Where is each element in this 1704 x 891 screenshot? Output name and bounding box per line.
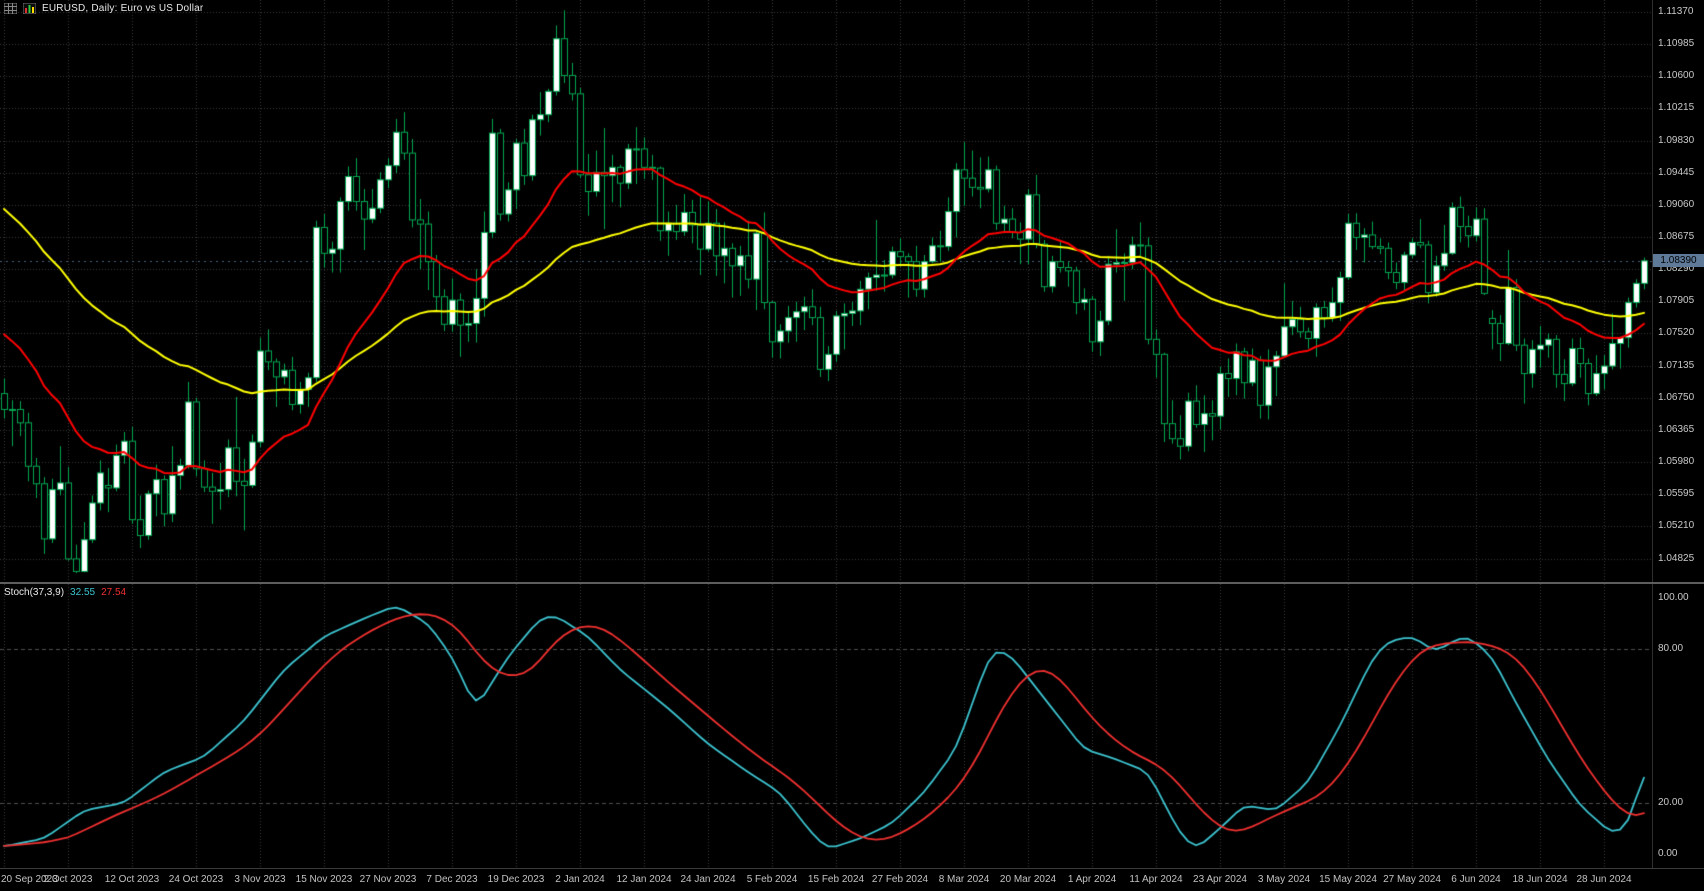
time-axis-label: 27 May 2024 xyxy=(1383,874,1441,885)
stoch-signal-value: 27.54 xyxy=(101,587,127,598)
price-axis-label: 1.04825 xyxy=(1658,552,1695,564)
time-axis-label: 20 Mar 2024 xyxy=(999,874,1057,885)
time-axis-label: 3 Nov 2023 xyxy=(234,874,286,885)
indicator-name: Stoch(37,3,9) xyxy=(4,587,65,598)
time-axis-label: 3 May 2024 xyxy=(1257,874,1311,885)
time-axis-label: 23 Apr 2024 xyxy=(1193,874,1247,885)
price-axis-label: 1.07135 xyxy=(1658,359,1695,371)
chart-title: EURUSD, Daily: Euro vs US Dollar xyxy=(42,3,204,14)
price-axis[interactable]: 1.11370 1.10985 1.10600 1.10215 1.09830 1.094… xyxy=(1652,0,1704,582)
price-axis-label: 1.08675 xyxy=(1658,231,1695,243)
price-axis-label: 1.08290 xyxy=(1658,263,1695,275)
time-axis-label: 6 Jun 2024 xyxy=(1451,874,1501,885)
stoch-main-value: 32.55 xyxy=(70,587,96,598)
stochastic-axis-label: 100.00 xyxy=(1658,592,1689,603)
stochastic-panel[interactable]: Stoch(37,3,9) 32.55 27.54 100.00 80.00 20.00… xyxy=(0,584,1704,868)
stochastic-axis-label: 20.00 xyxy=(1658,796,1684,808)
time-axis-label: 27 Feb 2024 xyxy=(871,874,929,885)
price-axis-label: 1.10985 xyxy=(1658,38,1695,50)
main-chart-canvas[interactable] xyxy=(0,0,1652,582)
time-axis[interactable]: 20 Sep 2023 2 Oct 2023 12 Oct 2023 24 Oct 2… xyxy=(0,868,1704,891)
time-axis-label: 5 Feb 2024 xyxy=(746,874,798,885)
time-axis-label: 7 Dec 2023 xyxy=(426,874,478,885)
stochastic-axis[interactable]: 100.00 80.00 20.00 0.00 xyxy=(1652,584,1704,868)
price-axis-label: 1.11370 xyxy=(1658,6,1694,17)
time-axis-label: 27 Nov 2023 xyxy=(359,874,417,885)
grid-icon[interactable] xyxy=(4,3,17,14)
stochastic-axis-label: 0.00 xyxy=(1658,848,1678,859)
price-axis-label: 1.05210 xyxy=(1658,520,1695,532)
stochastic-canvas[interactable] xyxy=(0,584,1652,868)
time-axis-label: 24 Oct 2023 xyxy=(168,874,224,885)
price-axis-label: 1.05980 xyxy=(1658,456,1695,468)
price-axis-label: 1.10215 xyxy=(1658,102,1695,114)
time-axis-label: 15 May 2024 xyxy=(1319,874,1377,885)
price-axis-label: 1.09060 xyxy=(1658,198,1695,210)
panel-separator[interactable] xyxy=(0,582,1704,584)
main-chart-panel[interactable]: EURUSD, Daily: Euro vs US Dollar 1.11370… xyxy=(0,0,1704,582)
chart-icon[interactable] xyxy=(23,3,36,14)
time-axis-label: 8 Mar 2024 xyxy=(938,874,990,885)
time-axis-label: 12 Oct 2023 xyxy=(104,874,160,885)
price-axis-label: 1.06365 xyxy=(1658,423,1695,435)
time-axis-label: 19 Dec 2023 xyxy=(487,874,545,885)
time-axis-label: 12 Jan 2024 xyxy=(616,874,672,885)
indicator-label: Stoch(37,3,9) 32.55 27.54 xyxy=(4,587,132,598)
price-axis-label: 1.09445 xyxy=(1658,166,1695,178)
price-axis-label: 1.07520 xyxy=(1658,327,1695,339)
price-axis-label: 1.05595 xyxy=(1658,488,1695,500)
price-axis-label: 1.10600 xyxy=(1658,70,1695,82)
time-axis-label: 20 Sep 2023 xyxy=(1,874,58,885)
chart-header: EURUSD, Daily: Euro vs US Dollar xyxy=(4,3,203,14)
price-axis-label: 1.09830 xyxy=(1658,134,1695,146)
time-axis-label: 1 Apr 2024 xyxy=(1067,874,1117,885)
time-axis-label: 2 Jan 2024 xyxy=(555,874,605,885)
stochastic-axis-label: 80.00 xyxy=(1658,643,1684,655)
time-axis-label: 24 Jan 2024 xyxy=(680,874,736,885)
time-axis-label: 15 Feb 2024 xyxy=(807,874,865,885)
time-axis-label: 15 Nov 2023 xyxy=(295,874,353,885)
time-axis-label: 18 Jun 2024 xyxy=(1512,874,1568,885)
price-axis-label: 1.07905 xyxy=(1658,295,1695,307)
time-axis-label: 28 Jun 2024 xyxy=(1576,874,1632,885)
time-axis-label: 11 Apr 2024 xyxy=(1129,874,1183,885)
price-axis-label: 1.06750 xyxy=(1658,391,1695,403)
time-axis-label: 2 Oct 2023 xyxy=(43,874,93,885)
current-price-badge: 1.08390 xyxy=(1653,253,1704,267)
